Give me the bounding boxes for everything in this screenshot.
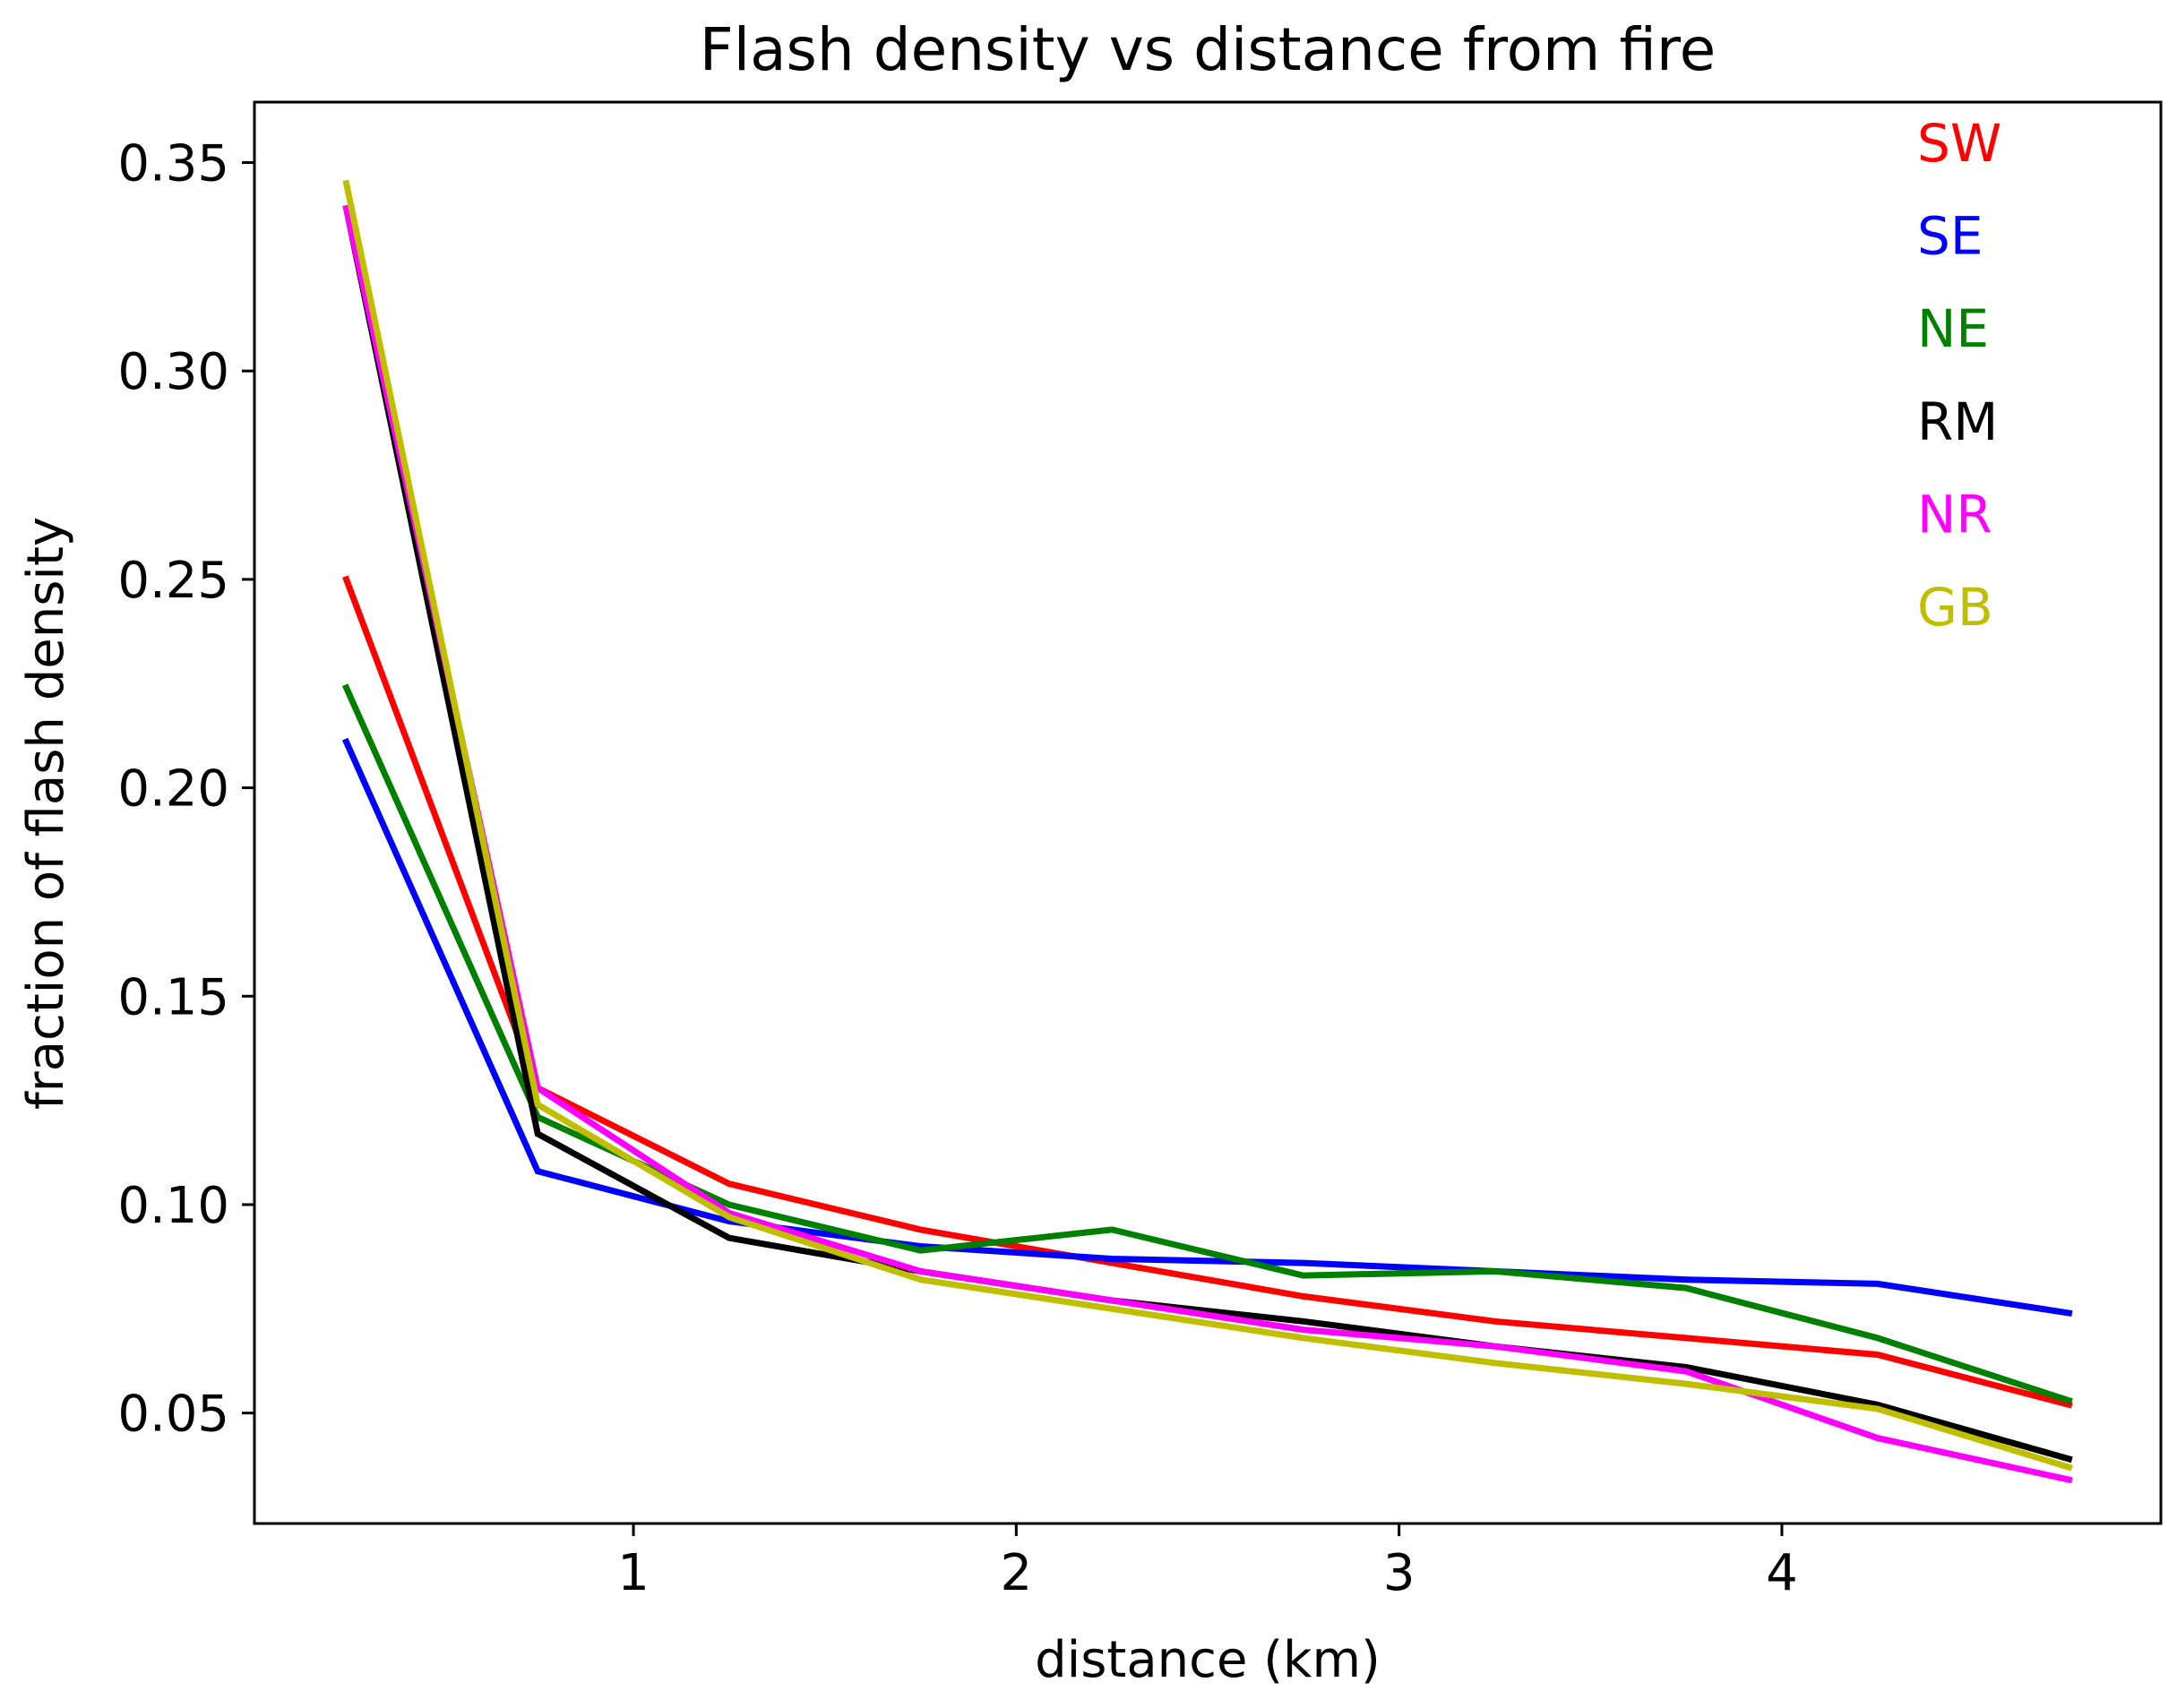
x-tick-label: 1 [617, 1544, 650, 1602]
legend-item-sw: SW [1917, 113, 2001, 174]
x-axis: 1 2 3 4 [617, 1523, 1798, 1602]
y-tick-label: 0.05 [117, 1386, 229, 1444]
y-axis-label: fraction of flash density [17, 517, 75, 1110]
series-line-sw [342, 575, 2073, 1409]
y-tick-label: 0.35 [117, 134, 229, 193]
x-axis-label: distance (km) [1035, 1631, 1381, 1689]
series-line-gb [342, 179, 2073, 1472]
y-tick-label: 0.25 [117, 552, 229, 610]
x-tick-label: 3 [1383, 1544, 1415, 1602]
y-tick-label: 0.20 [117, 760, 229, 819]
series-layer [341, 179, 2073, 1484]
legend-item-ne: NE [1917, 298, 1989, 359]
y-axis: 0.05 0.10 0.15 0.20 0.25 0.30 0.35 [117, 134, 254, 1444]
legend-item-se: SE [1917, 206, 1983, 267]
plot-frame [253, 100, 2163, 1525]
series-line-ne [341, 683, 2073, 1405]
legend: SW SE NE RM NR GB [1917, 113, 2001, 638]
legend-item-gb: GB [1917, 577, 1993, 638]
series-line-se [341, 737, 2073, 1317]
series-line-rm [342, 204, 2073, 1463]
series-line-nr [342, 204, 2073, 1484]
y-tick-label: 0.15 [117, 968, 229, 1026]
y-tick-label: 0.10 [117, 1177, 229, 1235]
legend-item-rm: RM [1917, 391, 1998, 452]
x-tick-label: 2 [1001, 1544, 1033, 1602]
x-tick-label: 4 [1766, 1544, 1798, 1602]
chart-title: Flash density vs distance from fire [700, 15, 1716, 84]
y-tick-label: 0.30 [117, 343, 229, 401]
legend-item-nr: NR [1917, 484, 1992, 545]
